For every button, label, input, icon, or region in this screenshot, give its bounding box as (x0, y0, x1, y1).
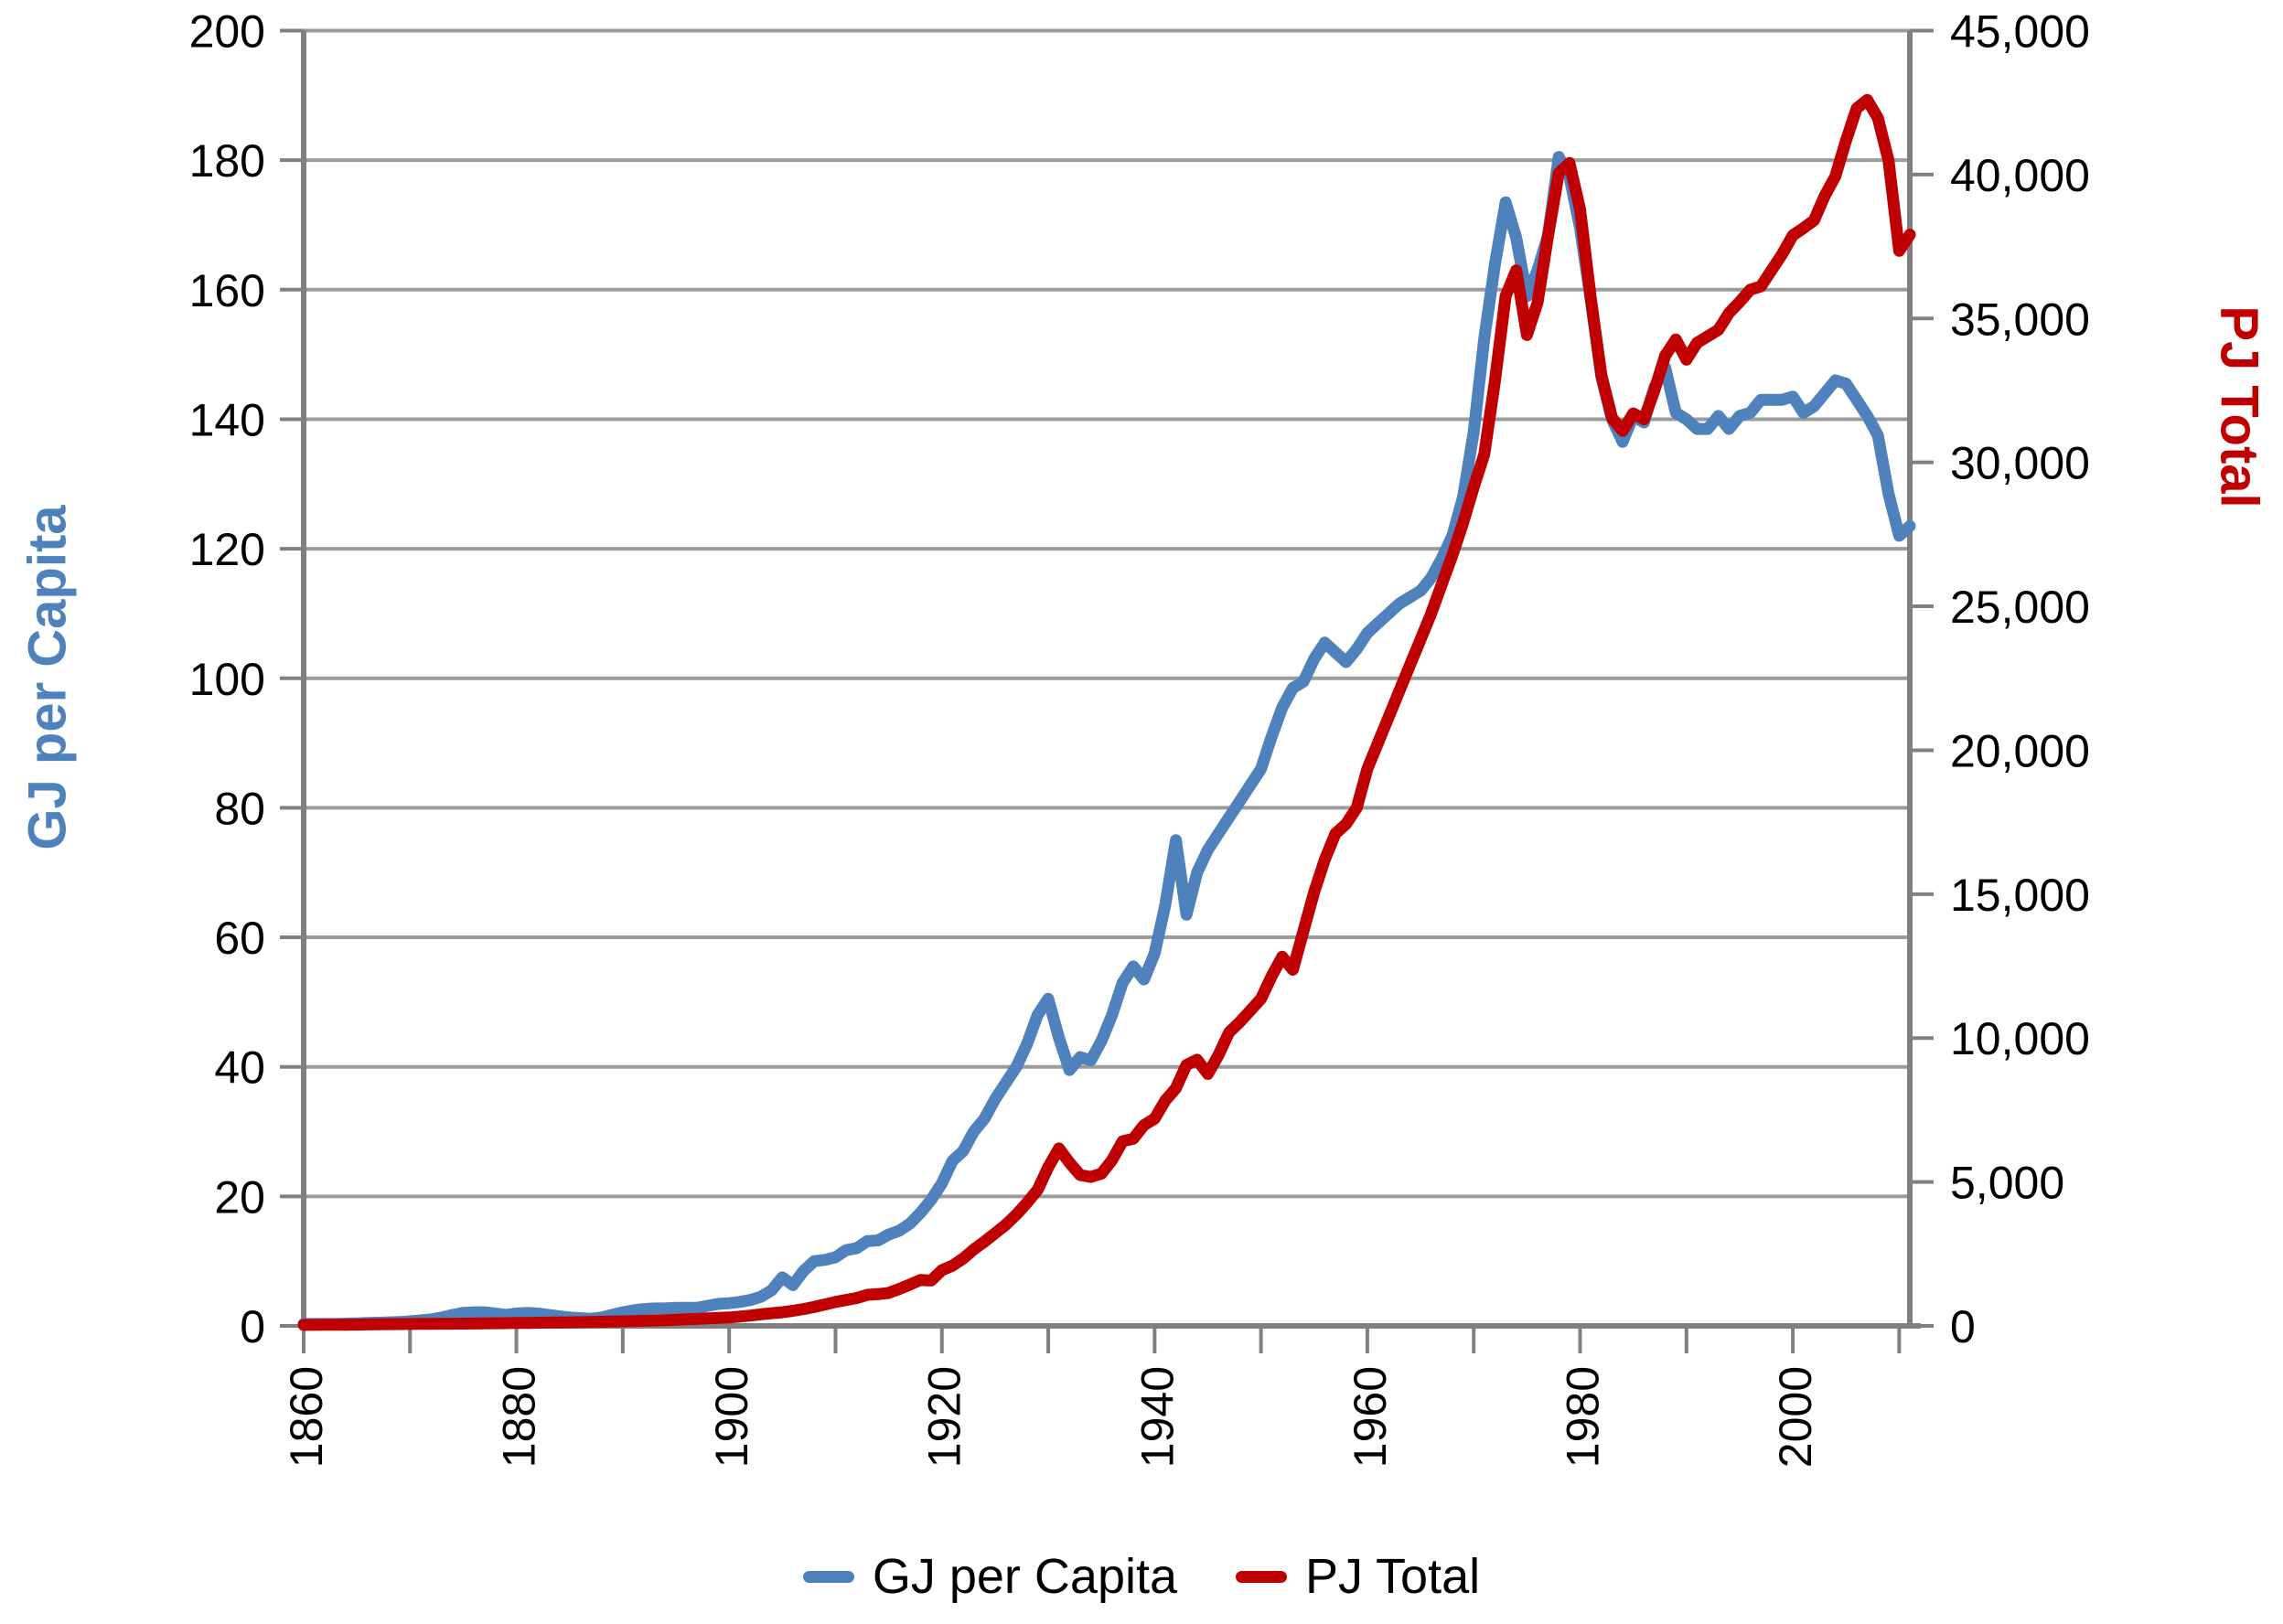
y-left-tick-label: 100 (189, 654, 265, 705)
x-tick-label: 1920 (919, 1366, 970, 1468)
y-left-ticks: 0 20 40 60 80 100 120 140 160 180 200 (189, 6, 304, 1352)
y-left-axis-title: GJ per Capita (17, 505, 78, 850)
y-right-tick-label: 35,000 (1950, 294, 2090, 345)
legend: GJ per Capita PJ Total (0, 1540, 2283, 1613)
y-left-tick-label: 180 (189, 135, 265, 187)
y-left-tick-label: 40 (214, 1042, 265, 1094)
y-right-tick-label: 25,000 (1950, 582, 2090, 633)
y-right-tick-label: 40,000 (1950, 150, 2090, 201)
y-right-tick-label: 30,000 (1950, 438, 2090, 489)
blue-line-swatch-icon (802, 1570, 854, 1583)
y-right-tick-label: 20,000 (1950, 725, 2090, 776)
y-right-tick-label: 5,000 (1950, 1158, 2064, 1209)
y-right-tick-label: 15,000 (1950, 870, 2090, 921)
y-right-ticks: 0 5,000 10,000 15,000 20,000 25,000 30,000 35,0… (1910, 6, 2090, 1352)
x-ticks: 1860 1880 1900 1920 1940 1960 1980 2000 (281, 1326, 1902, 1468)
y-right-tick-label: 45,000 (1950, 6, 2090, 58)
x-tick-label: 1860 (281, 1366, 332, 1468)
gj-per-capita-line (297, 151, 1916, 1330)
red-line-swatch-icon (1236, 1570, 1288, 1583)
y-left-tick-label: 0 (240, 1301, 265, 1352)
gridlines (304, 28, 1910, 1199)
y-left-tick-label: 20 (214, 1171, 265, 1223)
y-right-tick-label: 10,000 (1950, 1013, 2090, 1064)
x-tick-label: 1980 (1557, 1366, 1608, 1468)
y-left-tick-label: 140 (189, 394, 265, 445)
x-tick-label: 1880 (494, 1366, 545, 1468)
x-tick-label: 1940 (1131, 1366, 1183, 1468)
y-left-tick-label: 160 (189, 265, 265, 316)
pj-total-line (297, 93, 1916, 1331)
x-tick-label: 1960 (1345, 1366, 1396, 1468)
y-left-tick-label: 80 (214, 783, 265, 834)
legend-item-pj-total: PJ Total (1236, 1548, 1480, 1605)
y-right-tick-label: 0 (1950, 1301, 1976, 1352)
y-right-axis-title: PJ Total (2209, 305, 2269, 508)
y-left-tick-label: 200 (189, 6, 265, 58)
x-tick-label: 2000 (1770, 1366, 1821, 1468)
legend-item-gj-per-capita: GJ per Capita (802, 1548, 1178, 1605)
y-left-tick-label: 60 (214, 913, 265, 964)
legend-label: GJ per Capita (872, 1549, 1178, 1604)
x-tick-label: 1900 (706, 1366, 757, 1468)
legend-label: PJ Total (1305, 1549, 1481, 1604)
y-left-tick-label: 120 (189, 524, 265, 575)
